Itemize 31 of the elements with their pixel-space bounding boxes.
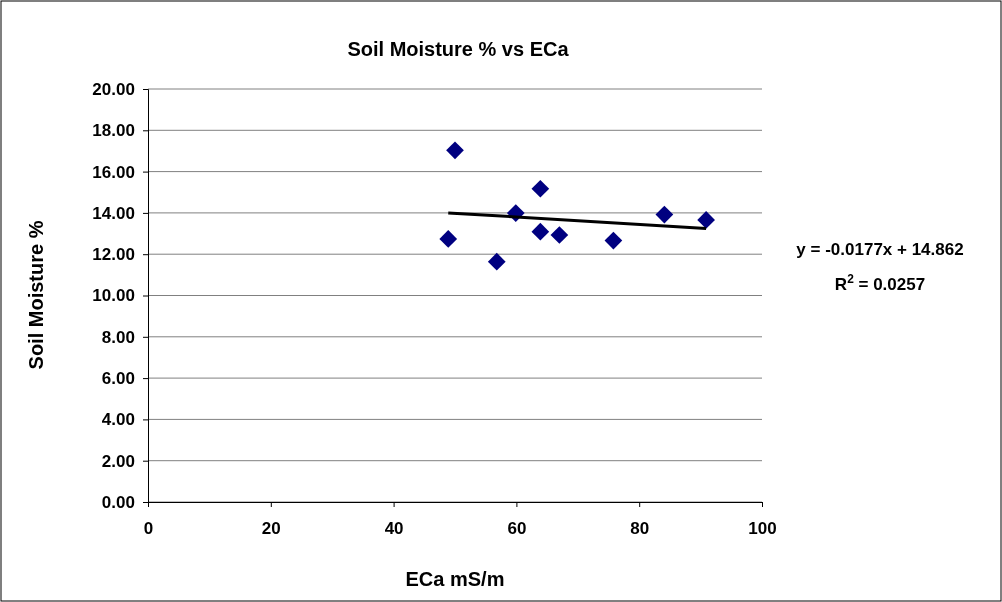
point [446,141,464,160]
y-tick-label: 12.00 [92,245,135,265]
point [697,211,715,229]
y-tick-label: 0.00 [101,492,135,512]
x-tick-label: 20 [261,518,281,538]
y-tick-label: 8.00 [101,327,135,347]
chart-title: Soil Moisture % vs ECa [347,38,570,60]
point [439,230,458,248]
y-tick-label: 18.00 [92,121,135,141]
y-tick-label: 6.00 [101,369,135,389]
y-tick-label: 10.00 [92,286,135,306]
point [487,252,506,271]
y-tick-label: 4.00 [101,410,135,430]
x-tick-label: 80 [630,518,650,538]
point [655,205,674,224]
point [531,222,550,241]
point [531,179,550,198]
x-tick-label: 100 [748,518,777,538]
point [604,231,623,250]
x-tick-label: 0 [143,518,154,538]
x-axis-title: ECa mS/m [405,568,505,590]
text: y = -0.0177x + 14.862 [796,240,964,259]
x-tick-label: 60 [507,518,527,538]
text: R$^{2}$ = 0.0257 [834,272,926,294]
y-axis-title: Soil Moisture % [25,220,47,370]
y-tick-label: 20.00 [92,79,135,99]
point [550,226,569,244]
y-tick-label: 16.00 [92,162,135,182]
x-tick-label: 40 [384,518,404,538]
y-tick-label: 14.00 [92,203,135,223]
y-tick-label: 2.00 [101,451,135,471]
